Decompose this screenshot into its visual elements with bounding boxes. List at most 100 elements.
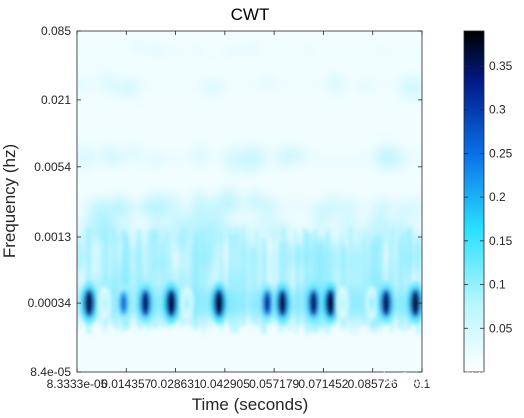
texture-blob <box>413 194 422 224</box>
peak-blob <box>80 281 99 325</box>
texture-blob <box>262 72 275 90</box>
peak-core <box>369 297 374 310</box>
peak-blob <box>365 285 379 321</box>
x-tick-label: 0.028631 <box>151 377 201 391</box>
texture-main-band <box>77 289 422 318</box>
x-tick-label: 0.071452 <box>298 377 348 391</box>
colorbar-tick-label: 0.15 <box>489 234 513 248</box>
peak-blob <box>98 285 112 321</box>
x-axis: 8.3333e-050.014357 0.028631 0.042905 0.0571… <box>47 31 431 391</box>
peak-blob <box>180 285 194 321</box>
peak-core <box>120 294 127 313</box>
texture-blob <box>224 47 236 58</box>
texture-blob <box>277 145 291 169</box>
texture-blob <box>327 71 340 93</box>
peak-blob <box>115 283 132 323</box>
texture-blob <box>193 141 206 168</box>
texture-blob <box>264 196 274 220</box>
texture-blob <box>291 147 305 163</box>
texture-blob <box>166 47 184 56</box>
y-axis-label: Frequency (hz) <box>0 144 19 258</box>
texture-blob <box>376 43 388 56</box>
texture-blob <box>167 205 183 243</box>
texture-blob <box>381 146 404 171</box>
texture-blob <box>127 40 149 55</box>
texture-blob <box>238 264 253 293</box>
colorbar-tick-label: 0.05 <box>489 321 513 335</box>
heatmap-peaks <box>80 281 422 325</box>
peak-blob <box>136 282 155 324</box>
x-axis-label: Time (seconds) <box>192 395 309 414</box>
plot-frame <box>76 30 423 373</box>
texture-blob <box>240 152 258 174</box>
texture-blob <box>315 212 327 237</box>
texture-band <box>77 40 422 58</box>
x-tick-label: 0.085726 <box>348 377 398 391</box>
peak-core <box>184 297 189 309</box>
texture-blob <box>203 79 222 96</box>
peak-blob <box>209 281 229 325</box>
peak-core <box>215 291 223 315</box>
y-axis: 0.085 0.021 0.0054 0.0013 0.00034 8.4e-05 <box>28 24 422 379</box>
y-tick-label: 0.0054 <box>34 160 71 174</box>
texture-blob <box>272 218 290 243</box>
texture-blob <box>100 143 111 162</box>
peak-blob <box>258 282 276 324</box>
texture-blob <box>146 192 167 225</box>
texture-blob <box>145 225 164 252</box>
peak-blob <box>304 282 323 324</box>
peak-core <box>340 297 345 309</box>
texture-blob <box>256 212 271 238</box>
peak-core <box>412 291 419 315</box>
peak-core <box>382 292 390 315</box>
peak-core <box>142 292 149 314</box>
texture-band <box>77 141 422 175</box>
peak-blob <box>273 282 292 325</box>
texture-blob <box>226 146 240 175</box>
texture-blob <box>325 193 342 221</box>
texture-blob <box>77 144 95 172</box>
texture-blob <box>121 77 140 98</box>
watermark: 知乎 @哥廷根数学学派 <box>382 371 516 387</box>
x-tick-label: 0.014357 <box>101 377 151 391</box>
peak-core <box>279 291 286 315</box>
texture-blob <box>380 197 391 218</box>
colorbar-tick-label: 0.1 <box>489 278 506 292</box>
colorbar-ticks: 0.05 0.1 0.15 0.2 0.25 0.3 0.35 <box>464 59 513 335</box>
texture-blob <box>150 45 164 55</box>
texture-blob <box>408 75 422 95</box>
texture-blob <box>303 41 314 56</box>
texture-blob <box>359 77 374 93</box>
x-tick-label: 8.3333e-05 <box>47 377 108 391</box>
y-tick-label: 0.021 <box>41 93 71 107</box>
peak-core <box>85 291 93 315</box>
y-tick-label: 0.085 <box>41 24 71 38</box>
texture-blob <box>77 75 88 93</box>
texture-blob <box>218 187 240 214</box>
texture-blob <box>125 143 143 160</box>
colorbar-gradient <box>463 30 485 373</box>
peak-blob <box>377 282 395 324</box>
peak-blob <box>321 281 340 325</box>
chart-title: CWT <box>231 5 270 24</box>
peak-core <box>264 293 271 314</box>
texture-strip <box>77 80 422 91</box>
y-tick-label: 8.4e-05 <box>30 365 71 379</box>
texture-blob <box>241 41 262 54</box>
peak-core <box>310 292 317 314</box>
texture-band <box>77 71 422 101</box>
colorbar: 0.05 0.1 0.15 0.2 0.25 0.3 0.35 <box>463 30 513 373</box>
peak-core <box>102 297 107 309</box>
colorbar-tick-label: 0.25 <box>489 146 513 160</box>
y-tick-label: 0.0013 <box>34 230 71 244</box>
colorbar-tick-label: 0.3 <box>489 103 506 117</box>
peak-core <box>167 291 175 315</box>
texture-blob <box>94 243 114 282</box>
texture-blob <box>247 190 262 211</box>
texture-blob <box>151 154 162 170</box>
texture-blob <box>193 42 203 56</box>
texture-blob <box>107 150 122 165</box>
peak-blob <box>406 281 422 325</box>
peak-core <box>327 291 334 315</box>
